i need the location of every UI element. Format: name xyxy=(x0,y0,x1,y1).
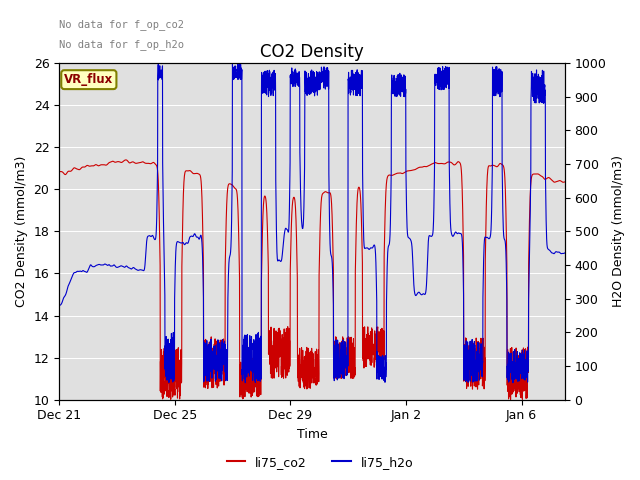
Legend: li75_co2, li75_h2o: li75_co2, li75_h2o xyxy=(221,451,419,474)
Text: No data for f_op_co2: No data for f_op_co2 xyxy=(59,19,184,30)
Y-axis label: CO2 Density (mmol/m3): CO2 Density (mmol/m3) xyxy=(15,156,28,307)
X-axis label: Time: Time xyxy=(296,428,328,441)
Y-axis label: H2O Density (mmol/m3): H2O Density (mmol/m3) xyxy=(612,156,625,307)
Title: CO2 Density: CO2 Density xyxy=(260,44,364,61)
Text: No data for f_op_h2o: No data for f_op_h2o xyxy=(59,39,184,50)
Text: VR_flux: VR_flux xyxy=(64,73,113,86)
